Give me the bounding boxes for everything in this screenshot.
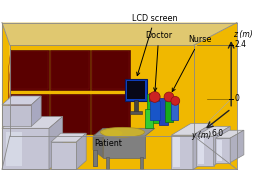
Polygon shape: [91, 50, 130, 91]
Polygon shape: [10, 94, 49, 134]
Polygon shape: [31, 96, 41, 126]
Polygon shape: [196, 126, 230, 136]
Bar: [150, 101, 160, 120]
Text: 6.0: 6.0: [211, 129, 224, 138]
Polygon shape: [214, 126, 230, 166]
Text: 2.4: 2.4: [234, 40, 246, 49]
Polygon shape: [50, 50, 90, 91]
Polygon shape: [2, 105, 31, 126]
Polygon shape: [216, 138, 230, 163]
Polygon shape: [216, 130, 244, 138]
Polygon shape: [196, 136, 214, 166]
Bar: [127, 81, 145, 99]
Polygon shape: [172, 135, 193, 169]
Bar: [149, 93, 157, 101]
Polygon shape: [193, 123, 212, 169]
Polygon shape: [51, 142, 76, 169]
Polygon shape: [2, 136, 237, 169]
Circle shape: [171, 96, 180, 105]
Circle shape: [149, 91, 160, 102]
Text: LCD screen: LCD screen: [132, 14, 177, 76]
Polygon shape: [2, 22, 10, 169]
Polygon shape: [2, 96, 41, 105]
Polygon shape: [10, 45, 194, 136]
Polygon shape: [93, 150, 97, 166]
Bar: [106, 157, 109, 169]
Text: Patient: Patient: [94, 139, 122, 148]
Bar: [198, 138, 204, 163]
Polygon shape: [76, 133, 86, 169]
Polygon shape: [93, 128, 155, 136]
Polygon shape: [49, 117, 63, 169]
Polygon shape: [2, 117, 63, 128]
Polygon shape: [2, 128, 49, 169]
Polygon shape: [93, 136, 103, 158]
Bar: [130, 111, 142, 114]
Bar: [125, 79, 147, 101]
Bar: [172, 103, 178, 120]
Bar: [147, 94, 159, 123]
Bar: [134, 100, 138, 113]
Polygon shape: [51, 133, 86, 142]
Polygon shape: [2, 22, 237, 45]
Bar: [159, 98, 168, 125]
Ellipse shape: [103, 130, 122, 137]
Ellipse shape: [100, 127, 144, 137]
Polygon shape: [194, 22, 237, 169]
Bar: [145, 109, 153, 128]
Text: Nurse: Nurse: [172, 35, 211, 92]
Bar: [217, 140, 222, 161]
Polygon shape: [103, 136, 145, 158]
Text: z (m): z (m): [233, 30, 253, 39]
Bar: [140, 157, 143, 169]
Polygon shape: [230, 130, 244, 163]
Polygon shape: [172, 123, 212, 135]
Polygon shape: [6, 132, 22, 166]
Bar: [165, 101, 173, 122]
Polygon shape: [50, 94, 90, 134]
Polygon shape: [91, 94, 130, 134]
Circle shape: [164, 92, 174, 102]
Text: Doctor: Doctor: [145, 31, 172, 91]
Text: y (m): y (m): [192, 131, 212, 140]
Polygon shape: [10, 50, 49, 91]
Polygon shape: [93, 150, 97, 166]
Bar: [173, 137, 180, 167]
Text: 0: 0: [234, 94, 239, 103]
